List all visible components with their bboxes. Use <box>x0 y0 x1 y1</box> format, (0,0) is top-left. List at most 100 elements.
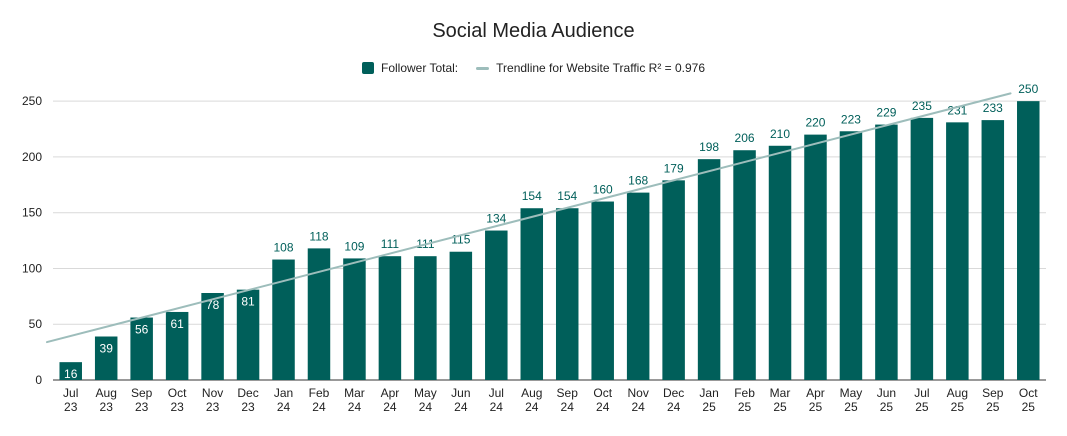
legend: Follower Total: Trendline for Website Tr… <box>0 58 1067 78</box>
data-label: 108 <box>274 241 294 255</box>
data-label: 179 <box>664 161 684 175</box>
bar <box>910 117 934 380</box>
data-label: 206 <box>735 131 755 145</box>
bar <box>875 124 898 380</box>
x-tick-label: Nov <box>202 386 223 400</box>
y-tick-label: 100 <box>22 261 42 275</box>
bar <box>272 259 295 380</box>
x-tick-label: Sep <box>131 386 153 400</box>
x-tick-label: 23 <box>241 400 255 414</box>
x-tick-label: 24 <box>667 400 681 414</box>
x-tick-label: 23 <box>64 400 78 414</box>
x-tick-label: 25 <box>738 400 752 414</box>
x-tick-label: 23 <box>135 400 149 414</box>
x-tick-label: Jul <box>63 386 78 400</box>
x-tick-label: 25 <box>951 400 965 414</box>
bar <box>591 201 614 380</box>
x-tick-label: Sep <box>557 386 579 400</box>
x-tick-label: 24 <box>348 400 362 414</box>
bar <box>946 122 969 380</box>
x-tick-label: 23 <box>100 400 114 414</box>
data-label: 250 <box>1018 82 1038 96</box>
legend-item-trendline: Trendline for Website Traffic R² = 0.976 <box>476 61 705 75</box>
x-tick-label: 25 <box>702 400 716 414</box>
y-tick-label: 250 <box>22 94 42 108</box>
x-tick-label: Jun <box>877 386 896 400</box>
data-label: 154 <box>522 189 542 203</box>
x-tick-label: 25 <box>809 400 823 414</box>
legend-label-trendline: Trendline for Website Traffic R² = 0.976 <box>496 61 706 75</box>
bar <box>626 192 650 380</box>
data-label: 134 <box>486 212 506 226</box>
bar <box>94 336 118 380</box>
x-tick-label: Oct <box>1019 386 1038 400</box>
x-tick-label: 24 <box>596 400 610 414</box>
y-tick-label: 200 <box>22 150 42 164</box>
data-label: 210 <box>770 127 790 141</box>
x-tick-label: Dec <box>663 386 684 400</box>
x-tick-label: Aug <box>96 386 117 400</box>
bar <box>378 256 402 380</box>
bar <box>485 230 508 380</box>
legend-swatch-trendline <box>476 66 490 70</box>
x-tick-label: Oct <box>168 386 187 400</box>
x-tick-label: Jun <box>451 386 470 400</box>
x-tick-label: May <box>414 386 437 400</box>
x-tick-label: 24 <box>277 400 291 414</box>
x-tick-label: Jul <box>914 386 929 400</box>
bar <box>520 208 544 380</box>
bar <box>449 251 473 380</box>
bar <box>1017 101 1040 381</box>
y-tick-label: 0 <box>35 373 42 387</box>
x-tick-label: 24 <box>525 400 539 414</box>
x-tick-label: Mar <box>344 386 365 400</box>
bar <box>236 289 260 380</box>
x-tick-label: Jul <box>489 386 504 400</box>
x-tick-label: 25 <box>844 400 858 414</box>
x-tick-label: May <box>840 386 863 400</box>
data-label: 61 <box>170 317 184 331</box>
data-label: 160 <box>593 183 613 197</box>
legend-label-followers: Follower Total: <box>380 61 459 75</box>
x-tick-label: Nov <box>627 386 648 400</box>
legend-item-followers: Follower Total: <box>361 61 459 75</box>
bar <box>662 180 685 380</box>
x-tick-label: 25 <box>1022 400 1036 414</box>
bar <box>804 134 827 380</box>
data-label: 231 <box>947 103 967 117</box>
data-label: 39 <box>100 342 114 356</box>
bar <box>839 131 863 380</box>
data-label: 16 <box>64 367 78 381</box>
data-label: 78 <box>206 298 220 312</box>
x-tick-label: 24 <box>383 400 397 414</box>
data-label: 118 <box>309 229 328 243</box>
x-tick-label: Feb <box>734 386 755 400</box>
trendline <box>46 92 1012 344</box>
data-label: 220 <box>805 116 825 130</box>
x-tick-label: Sep <box>982 386 1004 400</box>
x-tick-label: 24 <box>490 400 504 414</box>
bar <box>343 258 366 380</box>
bar <box>59 362 82 380</box>
x-tick-label: 24 <box>561 400 575 414</box>
data-label: 154 <box>557 189 577 203</box>
x-tick-label: Feb <box>309 386 330 400</box>
x-tick-label: Apr <box>806 386 825 400</box>
x-tick-label: Jan <box>699 386 718 400</box>
data-label: 109 <box>344 239 364 253</box>
data-label: 233 <box>983 101 1003 115</box>
bar <box>307 248 331 380</box>
data-label: 198 <box>699 140 719 154</box>
data-label: 81 <box>241 295 255 309</box>
x-tick-label: Aug <box>521 386 542 400</box>
bar <box>697 159 721 380</box>
x-tick-label: Mar <box>770 386 791 400</box>
x-tick-label: 24 <box>454 400 468 414</box>
x-tick-label: 25 <box>773 400 787 414</box>
bar <box>733 150 756 380</box>
x-tick-label: 23 <box>206 400 220 414</box>
x-tick-label: Aug <box>947 386 968 400</box>
data-label: 229 <box>876 106 896 120</box>
